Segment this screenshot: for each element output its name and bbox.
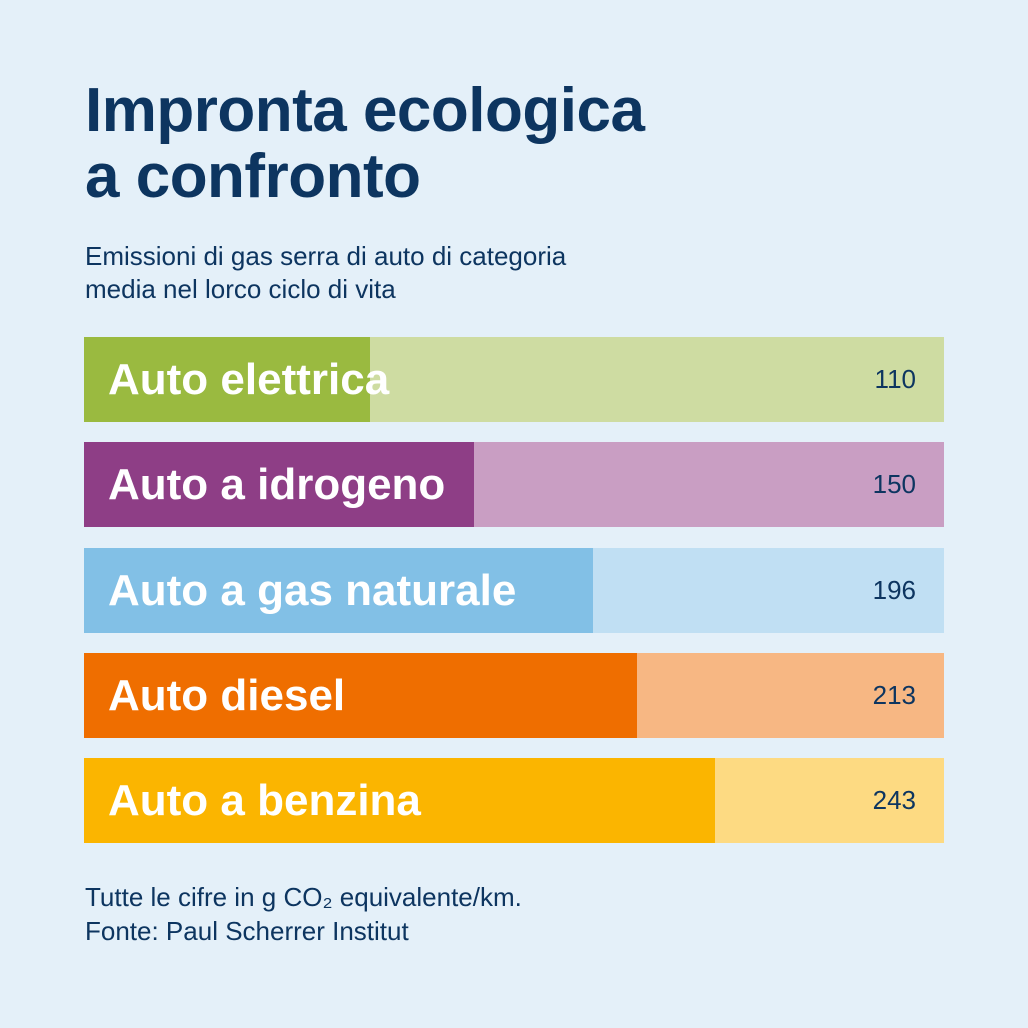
chart-subtitle-line-1: Emissioni di gas serra di auto di catego… — [85, 241, 567, 271]
bar-value-label: 110 — [874, 364, 916, 394]
chart-footer: Tutte le cifre in g CO₂ equivalente/km. … — [85, 880, 885, 948]
bar-row: Auto elettrica 110 — [84, 337, 944, 422]
bar-value-label: 150 — [872, 469, 916, 499]
bar-category-label: Auto a benzina — [108, 776, 421, 825]
bar-row: Auto diesel 213 — [84, 653, 944, 738]
chart-title: Impronta ecologica a confronto — [85, 78, 945, 210]
chart-subtitle: Emissioni di gas serra di auto di catego… — [85, 240, 785, 306]
bar — [84, 758, 715, 843]
bar — [84, 653, 637, 738]
bar-category-label: Auto diesel — [108, 671, 346, 720]
bar-row: Auto a idrogeno 150 — [84, 442, 944, 527]
bar-row: Auto a gas naturale 196 — [84, 548, 944, 633]
bar-value-label: 196 — [872, 575, 916, 605]
bar-category-label: Auto elettrica — [108, 355, 390, 404]
chart-title-line-1: Impronta ecologica — [85, 76, 645, 145]
chart-title-line-2: a confronto — [85, 142, 421, 211]
units-note: Tutte le cifre in g CO₂ equivalente/km. — [85, 882, 522, 912]
bar-chart: Auto elettrica 110 Auto a idrogeno 150 Auto … — [84, 337, 944, 843]
bar — [84, 442, 474, 527]
bar-value-label: 243 — [872, 785, 916, 815]
source-note: Fonte: Paul Scherrer Institut — [85, 916, 409, 946]
bar-category-label: Auto a idrogeno — [108, 460, 446, 509]
bar — [84, 337, 370, 422]
bar-value-label: 213 — [872, 680, 916, 710]
bar — [84, 548, 593, 633]
bar-row: Auto a benzina 243 — [84, 758, 944, 843]
chart-subtitle-line-2: media nel lorco ciclo di vita — [85, 274, 396, 304]
bar-category-label: Auto a gas naturale — [108, 566, 517, 615]
